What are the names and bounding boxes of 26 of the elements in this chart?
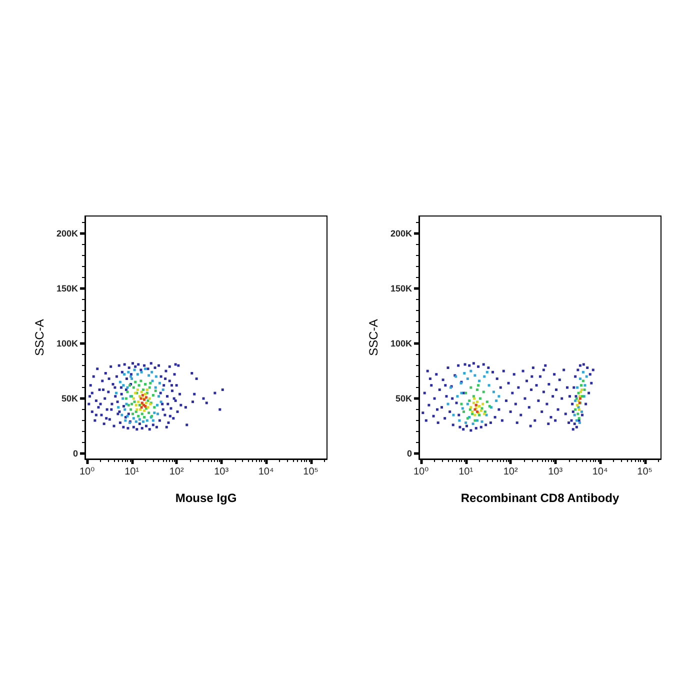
- y-axis-title: SSC-A: [32, 319, 47, 356]
- x-tick-label: 10⁴: [258, 466, 274, 478]
- x-tick-label: 10¹: [458, 466, 474, 478]
- y-tick-label: 0: [72, 448, 78, 458]
- y-tick-label: 0: [406, 448, 412, 458]
- x-tick-label: 10⁰: [413, 466, 429, 478]
- y-tick-label: 100K: [390, 338, 412, 349]
- y-axis-title: SSC-A: [366, 319, 381, 356]
- y-tick-label: 150K: [390, 284, 412, 294]
- y-tick-label: 100K: [56, 338, 78, 349]
- x-tick-label: 10¹: [124, 466, 140, 478]
- x-tick-label: 10²: [503, 466, 518, 478]
- x-tick-label: 10⁴: [592, 466, 608, 478]
- x-axis-title: Recombinant CD8 Antibody: [460, 491, 620, 505]
- x-tick-label: 10³: [214, 466, 230, 478]
- y-tick-label: 50K: [61, 394, 78, 404]
- x-tick-label: 10³: [548, 466, 564, 478]
- y-tick-label: 50K: [395, 394, 412, 404]
- x-tick-label: 10²: [169, 466, 184, 478]
- x-tick-label: 10⁵: [637, 466, 652, 478]
- x-axis-title: Mouse IgG: [175, 491, 237, 505]
- y-tick-label: 200K: [56, 228, 78, 239]
- x-tick-label: 10⁰: [79, 466, 95, 478]
- y-tick-label: 150K: [56, 284, 78, 294]
- x-tick-label: 10⁵: [303, 466, 318, 478]
- y-tick-label: 200K: [390, 228, 412, 239]
